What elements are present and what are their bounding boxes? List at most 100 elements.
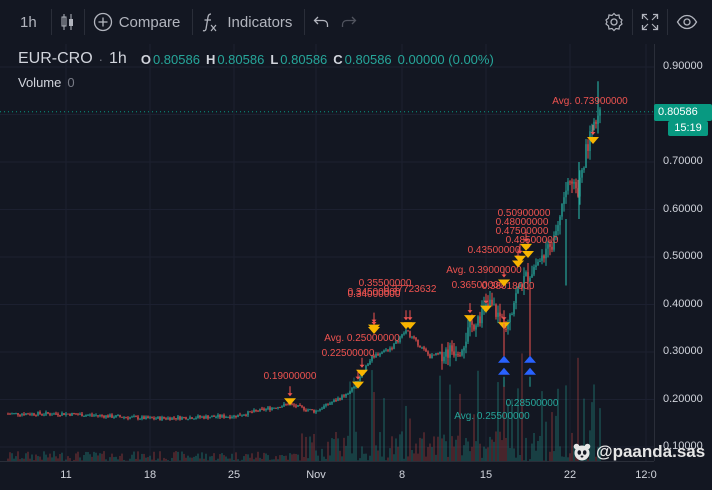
- candle-body: [79, 414, 80, 415]
- symbol-name[interactable]: EUR-CRO: [18, 50, 93, 68]
- candle-body: [65, 414, 66, 415]
- buy-annotation-label: 0.43500000: [468, 245, 521, 256]
- candle-body: [467, 327, 468, 341]
- volume-bar: [343, 438, 345, 461]
- volume-bar: [345, 446, 347, 461]
- volume-bar: [43, 451, 45, 461]
- open-key: O: [141, 52, 151, 67]
- candle-body: [179, 416, 180, 419]
- candle-body: [77, 414, 78, 415]
- candle-body: [499, 313, 500, 317]
- candle-body: [407, 330, 408, 331]
- candle-body: [329, 404, 330, 405]
- undo-button[interactable]: [313, 15, 329, 29]
- candle-body: [255, 410, 256, 411]
- candle-body: [207, 416, 208, 419]
- volume-bar: [205, 454, 207, 461]
- candle-body: [267, 407, 268, 408]
- volume-bar: [295, 454, 297, 461]
- volume-bar: [213, 453, 215, 461]
- volume-bar: [311, 442, 313, 461]
- candle-body: [459, 355, 460, 356]
- open-value: 0.80586: [153, 52, 200, 67]
- volume-bar: [503, 386, 505, 461]
- candle-body: [81, 414, 82, 417]
- candle-body: [385, 350, 386, 351]
- redo-button[interactable]: [341, 15, 357, 29]
- visibility-button[interactable]: [676, 14, 698, 30]
- volume-bar: [305, 437, 307, 461]
- undo-icon: [313, 15, 329, 29]
- candle-body: [127, 418, 128, 419]
- interval-button[interactable]: 1h: [20, 14, 37, 31]
- candle-body: [375, 354, 376, 357]
- buy-annotation-label: Avg. 0.25000000: [324, 333, 400, 344]
- candle-body: [25, 414, 26, 415]
- candle-body: [595, 122, 596, 124]
- settings-button[interactable]: [604, 12, 624, 32]
- volume-bar: [457, 436, 459, 461]
- fullscreen-button[interactable]: [641, 13, 659, 31]
- volume-bar: [463, 445, 465, 461]
- candle-body: [491, 300, 492, 305]
- candle-body: [155, 419, 156, 420]
- candle-body: [31, 413, 32, 414]
- candle-body: [381, 352, 382, 353]
- candle-body: [83, 416, 84, 417]
- candle-body: [235, 416, 236, 417]
- candle-body: [239, 415, 240, 416]
- candle-body: [411, 337, 412, 338]
- volume-bar: [383, 398, 385, 461]
- toolbar-divider: [667, 9, 668, 35]
- candle-body: [219, 415, 220, 417]
- candle-body: [189, 417, 190, 419]
- candle-body: [347, 394, 348, 395]
- volume-bar: [111, 454, 113, 461]
- candle-body: [163, 417, 164, 418]
- indicators-label: Indicators: [227, 14, 292, 31]
- candle-body: [537, 262, 538, 265]
- volume-bar: [483, 447, 485, 461]
- candle-body: [301, 406, 302, 407]
- candle-body: [113, 417, 114, 418]
- volume-bar: [201, 452, 203, 461]
- volume-bar: [53, 451, 55, 461]
- volume-bar: [351, 453, 353, 461]
- candle-body: [565, 191, 566, 198]
- volume-bar: [421, 439, 423, 461]
- candle-body: [249, 411, 250, 412]
- time-tick: Nov: [306, 469, 326, 481]
- plus-circle-icon: [93, 12, 113, 32]
- time-tick: 15: [480, 469, 492, 481]
- volume-bar: [569, 453, 571, 461]
- candle-body: [141, 416, 142, 418]
- candle-body: [125, 417, 126, 418]
- candle-body: [457, 354, 458, 355]
- indicators-button[interactable]: Indicators: [201, 12, 292, 32]
- function-icon: [201, 12, 219, 32]
- candle-body: [297, 405, 298, 407]
- candle-body: [97, 415, 98, 416]
- chart-type-button[interactable]: [60, 13, 76, 31]
- candle-body: [11, 413, 12, 414]
- volume-bar: [25, 453, 27, 461]
- buy-marker-icon: [520, 244, 532, 251]
- candle-body: [501, 316, 502, 317]
- candle-body: [327, 404, 328, 405]
- gear-icon: [604, 12, 624, 32]
- candle-body: [543, 255, 544, 258]
- change-value: 0.00000 (0.00%): [398, 52, 494, 67]
- candle-body: [367, 364, 368, 366]
- volume-bar: [389, 448, 391, 461]
- candle-body: [253, 410, 254, 412]
- high-value: 0.80586: [217, 52, 264, 67]
- compare-button[interactable]: Compare: [93, 12, 181, 32]
- volume-bar: [335, 432, 337, 461]
- candle-body: [151, 417, 152, 418]
- volume-bar: [257, 452, 259, 461]
